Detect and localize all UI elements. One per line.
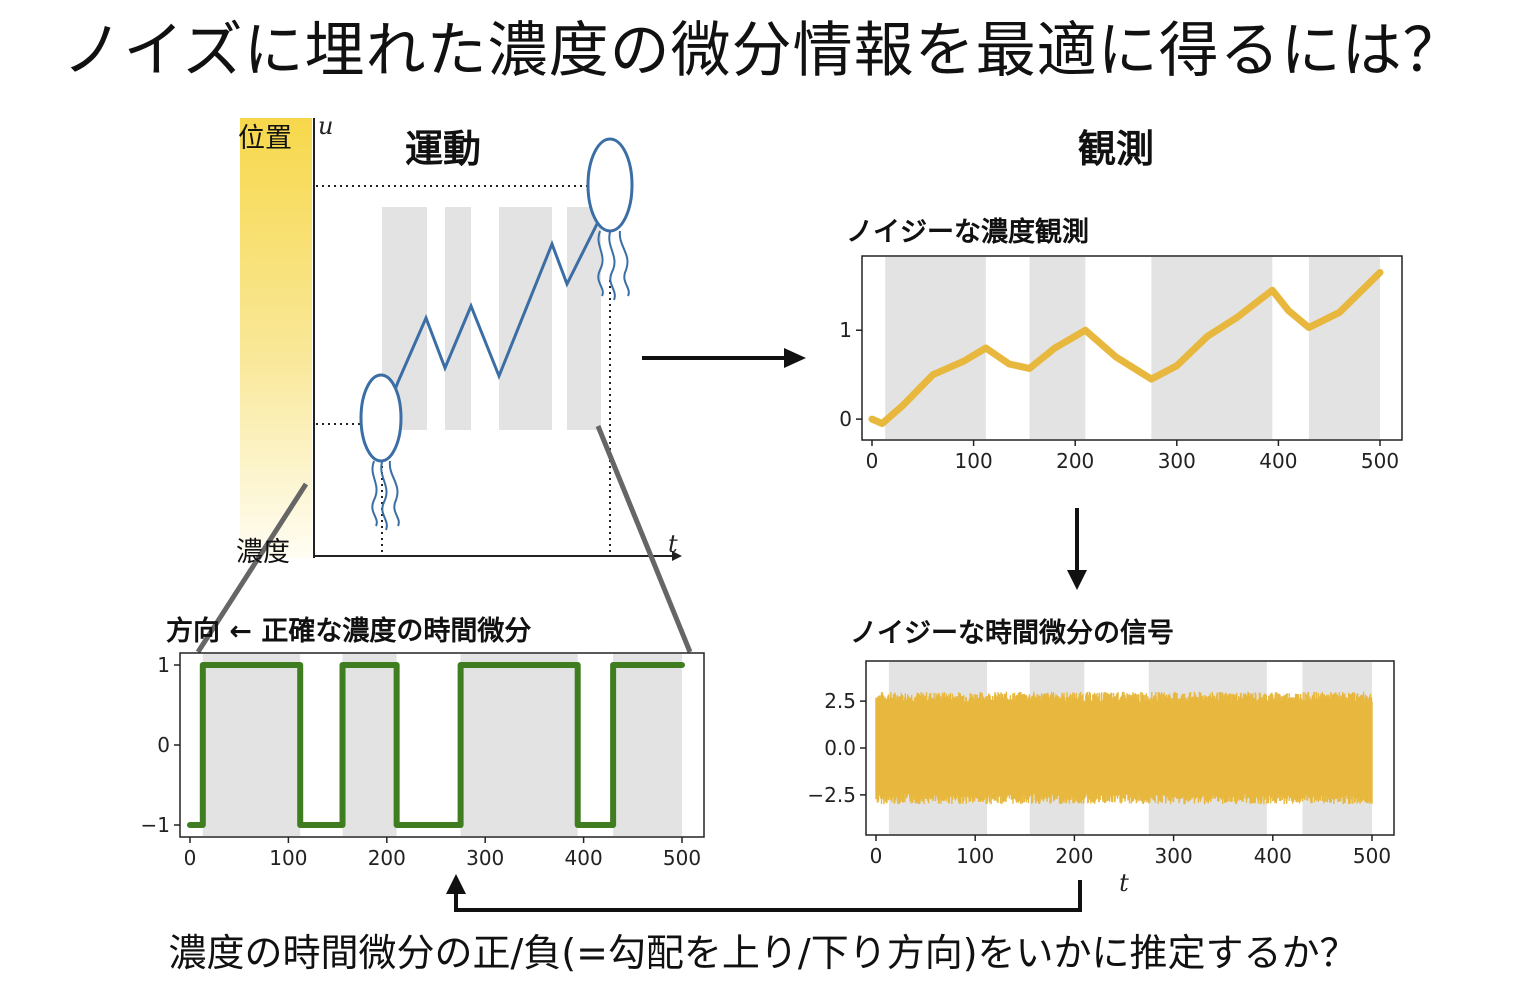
motion-guide-lines — [316, 185, 611, 556]
motion-y-symbol: u — [318, 112, 333, 140]
x-tick-label: 400 — [1254, 844, 1292, 868]
x-tick-label: 300 — [1158, 449, 1196, 473]
direction-chart: 0 100 200 300 400 500 −1 0 1 — [141, 652, 705, 870]
y-tick-label: 1 — [839, 318, 852, 342]
shaded-interval — [1151, 257, 1273, 439]
y-tick-label: 0 — [157, 733, 170, 757]
x-tick-label: 300 — [1155, 844, 1193, 868]
section-observation: 観測 — [1078, 127, 1155, 171]
y-tick-label: −1 — [141, 813, 170, 837]
motion-path — [380, 215, 603, 425]
noisy-concentration-panel-title: ノイジーな濃度観測 — [846, 217, 1089, 248]
concentration-label: 濃度 — [236, 537, 290, 568]
concentration-gradient-bar — [240, 118, 312, 558]
x-tick-label: 100 — [955, 449, 993, 473]
position-label: 位置 — [238, 123, 292, 154]
x-tick-label: 300 — [466, 846, 504, 870]
x-tick-label: 500 — [1361, 449, 1399, 473]
series-line — [187, 662, 685, 828]
x-axis-label: t — [1119, 869, 1129, 897]
x-tick-label: 0 — [184, 846, 197, 870]
x-tick-label: 200 — [1055, 844, 1093, 868]
motion-shaded-intervals — [382, 207, 601, 430]
shaded-interval — [613, 654, 682, 836]
footer-question: 濃度の時間微分の正/負(=勾配を上り/下り方向)をいかに推定するか？ — [168, 931, 1358, 975]
y-tick-label: 1 — [157, 653, 170, 677]
zoom-line-right — [595, 425, 693, 653]
y-tick-label: 0 — [839, 407, 852, 431]
bacterium-start-icon — [359, 373, 403, 531]
y-tick-label: 2.5 — [824, 689, 856, 713]
x-tick-label: 100 — [269, 846, 307, 870]
shaded-interval — [342, 654, 397, 836]
noisy-concentration-chart: 0 100 200 300 400 500 0 1 — [839, 255, 1403, 473]
series-line — [868, 268, 1384, 428]
plot-frame — [861, 255, 1403, 441]
x-tick-label: 0 — [866, 449, 879, 473]
section-motion: 運動 — [405, 127, 482, 171]
x-tick-label: 500 — [663, 846, 701, 870]
noisy-derivative-chart: 0 100 200 300 400 500 −2.5 0.0 2.5 t — [807, 660, 1395, 897]
zoom-line-left — [195, 482, 309, 654]
x-tick-label: 400 — [1259, 449, 1297, 473]
bacterium-end-icon — [586, 137, 634, 301]
y-tick-label: 0.0 — [824, 736, 856, 760]
motion-x-symbol: t — [668, 530, 678, 558]
flow-arrow-down — [1067, 508, 1087, 590]
x-tick-label: 100 — [956, 844, 994, 868]
x-tick-label: 200 — [1056, 449, 1094, 473]
y-tick-label: −2.5 — [807, 783, 856, 807]
page-title: ノイズに埋れた濃度の微分情報を最適に得るには？ — [62, 16, 1464, 86]
noisy-derivative-panel-title: ノイジーな時間微分の信号 — [850, 618, 1174, 649]
x-tick-label: 0 — [870, 844, 883, 868]
x-tick-label: 200 — [368, 846, 406, 870]
direction-panel-title: 方向 ← 正確な濃度の時間微分 — [166, 616, 532, 647]
noise-band-core — [876, 703, 1372, 793]
shaded-interval — [202, 654, 301, 836]
x-tick-label: 500 — [1353, 844, 1391, 868]
flow-arrow-right — [642, 348, 806, 368]
flow-arrow-feedback — [446, 874, 1082, 912]
x-tick-label: 400 — [565, 846, 603, 870]
shaded-interval — [460, 654, 578, 836]
